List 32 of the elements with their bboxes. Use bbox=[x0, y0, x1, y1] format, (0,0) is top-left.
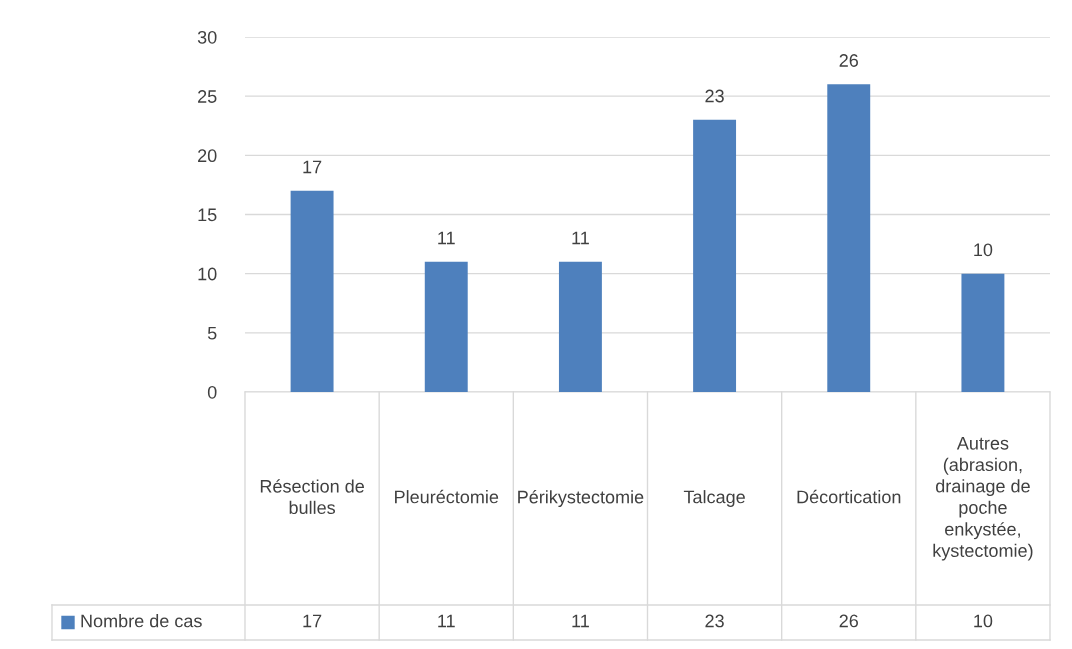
data-label: 26 bbox=[839, 54, 858, 67]
y-tick-label: 0 bbox=[207, 385, 217, 399]
text: 23 bbox=[705, 614, 724, 628]
bar bbox=[290, 190, 334, 392]
bar bbox=[961, 273, 1005, 392]
text: 17 bbox=[303, 614, 322, 628]
text: 11 bbox=[572, 614, 589, 628]
y-tick-label: 30 bbox=[197, 30, 217, 44]
text: 11 bbox=[438, 614, 455, 628]
x-tick-label: Autres (abrasion, drainage de poche enkystée, kystectomie) bbox=[933, 437, 1033, 561]
data-label: 10 bbox=[974, 243, 993, 257]
y-tick-label: 20 bbox=[198, 149, 217, 163]
y-tick-label: 5 bbox=[207, 326, 217, 340]
y-tick-label: 10 bbox=[198, 267, 217, 281]
bar bbox=[827, 84, 871, 392]
data-label: 11 bbox=[572, 231, 589, 245]
x-tick-label: Talcage bbox=[683, 490, 745, 507]
y-tick-label: 15 bbox=[198, 208, 217, 222]
legend-label: Nombre de cas bbox=[81, 614, 202, 628]
bar bbox=[424, 261, 468, 392]
data-label: 23 bbox=[705, 89, 724, 103]
bar bbox=[693, 119, 737, 392]
x-tick-label: Décortication bbox=[797, 489, 901, 504]
x-tick-label: Pleuréctomie bbox=[395, 489, 499, 504]
x-tick-label: Résection de bulles bbox=[260, 479, 364, 515]
data-label: 11 bbox=[438, 231, 455, 245]
x-tick-label: Périkystectomie bbox=[518, 489, 644, 508]
data-label: 17 bbox=[303, 160, 322, 174]
bar bbox=[558, 261, 602, 392]
text: 10 bbox=[974, 614, 993, 628]
y-tick-label: 25 bbox=[198, 90, 217, 103]
text: 26 bbox=[839, 614, 858, 628]
